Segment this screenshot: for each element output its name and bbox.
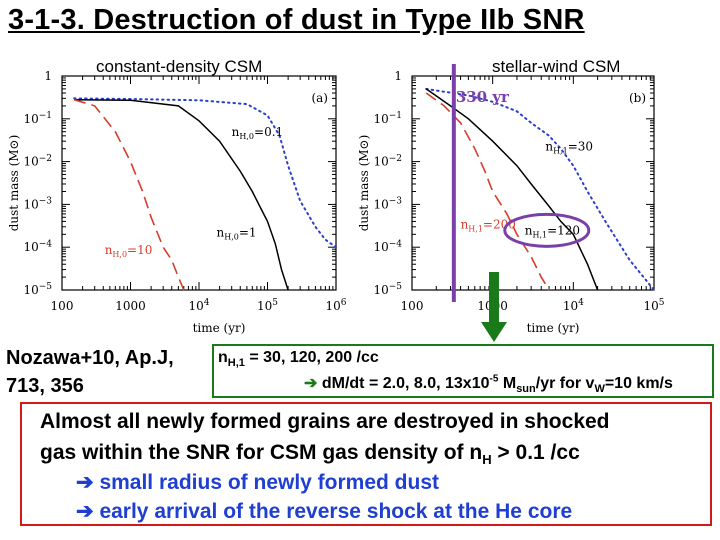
green-arrow-head <box>481 322 507 342</box>
chart-a-y-tick-label: 10−4 <box>23 239 52 254</box>
conclusion-point-1: ➔ small radius of newly formed dust <box>76 470 439 495</box>
chart-b-y-tick-label: 10−4 <box>373 239 402 254</box>
chart-b-y-tick-label: 10−5 <box>373 282 402 297</box>
chart-b-x-tick-label: 100 <box>401 299 424 313</box>
panel-a-heading: constant-density CSM <box>96 57 263 76</box>
conclusion-line-2-text: gas within the SNR for CSM gas density o… <box>40 441 483 464</box>
mass-loss-exponent: -5 <box>489 373 499 385</box>
chart-b-series-dotted-line <box>425 87 655 291</box>
dust-mass-charts: 100 1000 104 105 106 1 10−1 10−2 10−3 10−4 10−5 tim… <box>7 64 665 342</box>
green-arrow-shaft <box>489 272 499 324</box>
conclusion-point-2: ➔ early arrival of the reverse shock at … <box>76 499 572 524</box>
density-symbol: n <box>218 349 228 366</box>
chart-a-x-tick-label: 105 <box>257 298 278 313</box>
mass-loss-values: M/dt = 2.0, 8.0, 13x10 <box>331 375 490 392</box>
conclusion-line-2: gas within the SNR for CSM gas density o… <box>40 441 580 467</box>
chart-b-y-tick-label: 10−2 <box>373 154 402 169</box>
chart-b-highlight-ellipse <box>503 212 591 248</box>
reference-line-2: 713, 356 <box>6 375 84 397</box>
chart-a-series-solid-line <box>74 98 289 291</box>
velocity-label: /yr for v <box>535 375 595 392</box>
chart-b-marker-label: 330 yr <box>456 88 510 106</box>
reference-line-1: Nozawa+10, Ap.J, <box>6 347 174 369</box>
chart-b-y-tick-label: 1 <box>394 69 402 83</box>
density-subscript: H,1 <box>227 357 245 370</box>
chart-a-y-tick-label: 10−1 <box>23 111 52 126</box>
chart-b-frame <box>411 75 655 291</box>
chart-b-annotation: nH,1=30 <box>545 140 593 156</box>
chart-b-x-axis-label: time (yr) <box>527 321 580 335</box>
conclusion-point-2-text: early arrival of the reverse shock at th… <box>93 500 573 523</box>
chart-a-y-axis-label: dust mass (M⊙) <box>7 135 21 232</box>
chart-a-y-tick-label: 10−2 <box>23 154 52 169</box>
chart-b-series-solid-line <box>425 88 599 291</box>
conclusion-subscript: H <box>482 452 492 468</box>
mass-unit: M <box>498 375 517 392</box>
arrow-right-icon: ➔ <box>76 500 94 523</box>
chart-a-annotation: nH,0=1 <box>216 225 256 241</box>
mass-loss-d: d <box>317 375 332 392</box>
chart-a-annotation: nH,0=10 <box>105 243 153 259</box>
chart-a-series-dashed-line <box>73 98 185 291</box>
chart-b-y-axis-label: dust mass (M⊙) <box>357 135 371 232</box>
chart-b-x-tick-label: 105 <box>643 298 664 313</box>
density-values: = 30, 120, 200 /cc <box>244 349 379 366</box>
conclusion-line-1: Almost all newly formed grains are destr… <box>40 410 610 433</box>
conclusion-point-1-text: small radius of newly formed dust <box>93 471 440 494</box>
arrow-right-icon: ➔ <box>76 471 94 494</box>
slide-title: 3-1-3. Destruction of dust in Type IIb S… <box>8 4 585 36</box>
panel-b-heading: stellar-wind CSM <box>492 57 621 76</box>
conclusion-box: Almost all newly formed grains are destr… <box>20 402 712 526</box>
chart-b-y-tick-label: 10−3 <box>373 197 402 212</box>
reference: Nozawa+10, Ap.J, 713, 356 <box>6 344 174 400</box>
wind-density-box: nH,1 = 30, 120, 200 /cc ➔ dM/dt = 2.0, 8… <box>212 344 714 398</box>
chart-a-x-axis-label: time (yr) <box>193 321 246 335</box>
chart-a-x-tick-label: 106 <box>325 298 346 313</box>
chart-b-panel-label: (b) <box>629 91 646 105</box>
chart-a-panel-label: (a) <box>311 91 328 105</box>
chart-a-y-tick-label: 10−3 <box>23 197 52 212</box>
density-line: nH,1 = 30, 120, 200 /cc <box>218 349 379 369</box>
chart-a-y-tick-label: 10−5 <box>23 282 52 297</box>
velocity-value: =10 km/s <box>604 375 673 392</box>
mass-unit-subscript: sun <box>516 383 536 396</box>
chart-b-x-tick-label: 104 <box>563 298 584 313</box>
chart-a-series-dotted-line <box>73 97 337 249</box>
chart-a-x-tick-label: 1000 <box>115 299 146 313</box>
chart-a-x-tick-label: 100 <box>51 299 74 313</box>
chart-a-x-tick-label: 104 <box>188 298 209 313</box>
arrow-right-icon: ➔ <box>304 375 318 392</box>
chart-a-y-tick-label: 1 <box>44 69 52 83</box>
velocity-subscript: W <box>594 383 605 396</box>
chart-b-annotation: nH,1=120 <box>525 223 580 239</box>
chart-a-annotation: nH,0=0.1 <box>232 125 283 141</box>
chart-b-y-tick-label: 10−1 <box>373 111 402 126</box>
mass-loss-line: ➔ dM/dt = 2.0, 8.0, 13x10-5 Msun/yr for … <box>304 373 673 396</box>
conclusion-line-2-end: > 0.1 /cc <box>491 441 580 464</box>
